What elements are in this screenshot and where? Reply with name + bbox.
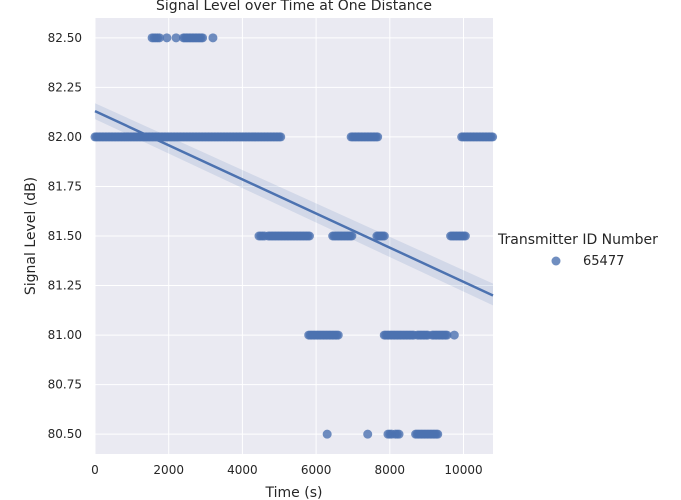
- x-tick-label: 0: [91, 463, 99, 477]
- data-point: [322, 429, 332, 439]
- x-tick-label: 6000: [301, 463, 332, 477]
- data-point: [363, 429, 373, 439]
- data-point: [460, 231, 470, 241]
- data-point: [333, 330, 343, 340]
- y-tick-label: 82.00: [48, 130, 82, 144]
- x-tick-label: 2000: [153, 463, 184, 477]
- x-tick-label: 8000: [375, 463, 406, 477]
- data-point: [162, 33, 172, 43]
- data-point: [171, 33, 181, 43]
- x-axis-title: Time (s): [265, 485, 323, 500]
- x-tick-label: 4000: [227, 463, 258, 477]
- data-point: [304, 231, 314, 241]
- regression-group: [94, 110, 494, 297]
- regression-line: [94, 110, 494, 297]
- data-point: [488, 132, 498, 142]
- y-tick-label: 82.50: [48, 31, 82, 45]
- x-tick-label: 10000: [444, 463, 482, 477]
- data-point: [433, 429, 443, 439]
- x-tick-labels: 0 2000 4000 6000 8000 10000: [91, 463, 482, 477]
- data-point: [154, 33, 164, 43]
- data-point: [208, 33, 218, 43]
- data-point: [379, 231, 389, 241]
- y-tick-label: 81.50: [48, 229, 82, 243]
- y-tick-label: 81.25: [48, 279, 82, 293]
- chart-title: Signal Level over Time at One Distance: [156, 0, 432, 14]
- data-points: [90, 33, 498, 439]
- legend-title: Transmitter ID Number: [497, 232, 658, 248]
- data-point: [198, 33, 208, 43]
- legend-label: 65477: [583, 254, 624, 269]
- data-point: [449, 330, 459, 340]
- y-tick-label: 81.00: [48, 328, 82, 342]
- y-tick-label: 80.50: [48, 427, 82, 441]
- y-axis-title: Signal Level (dB): [23, 177, 39, 295]
- data-point: [347, 231, 357, 241]
- data-point: [442, 330, 452, 340]
- y-tick-label: 81.75: [48, 179, 82, 193]
- data-point: [394, 429, 404, 439]
- y-tick-label: 80.75: [48, 378, 82, 392]
- y-tick-labels: 80.50 80.75 81.00 81.25 81.50 81.75 82.00 82.25…: [48, 31, 82, 441]
- data-point: [276, 132, 286, 142]
- legend-marker: [551, 256, 561, 266]
- legend: Transmitter ID Number 65477: [497, 232, 658, 269]
- data-point: [373, 132, 383, 142]
- y-tick-label: 82.25: [48, 80, 82, 94]
